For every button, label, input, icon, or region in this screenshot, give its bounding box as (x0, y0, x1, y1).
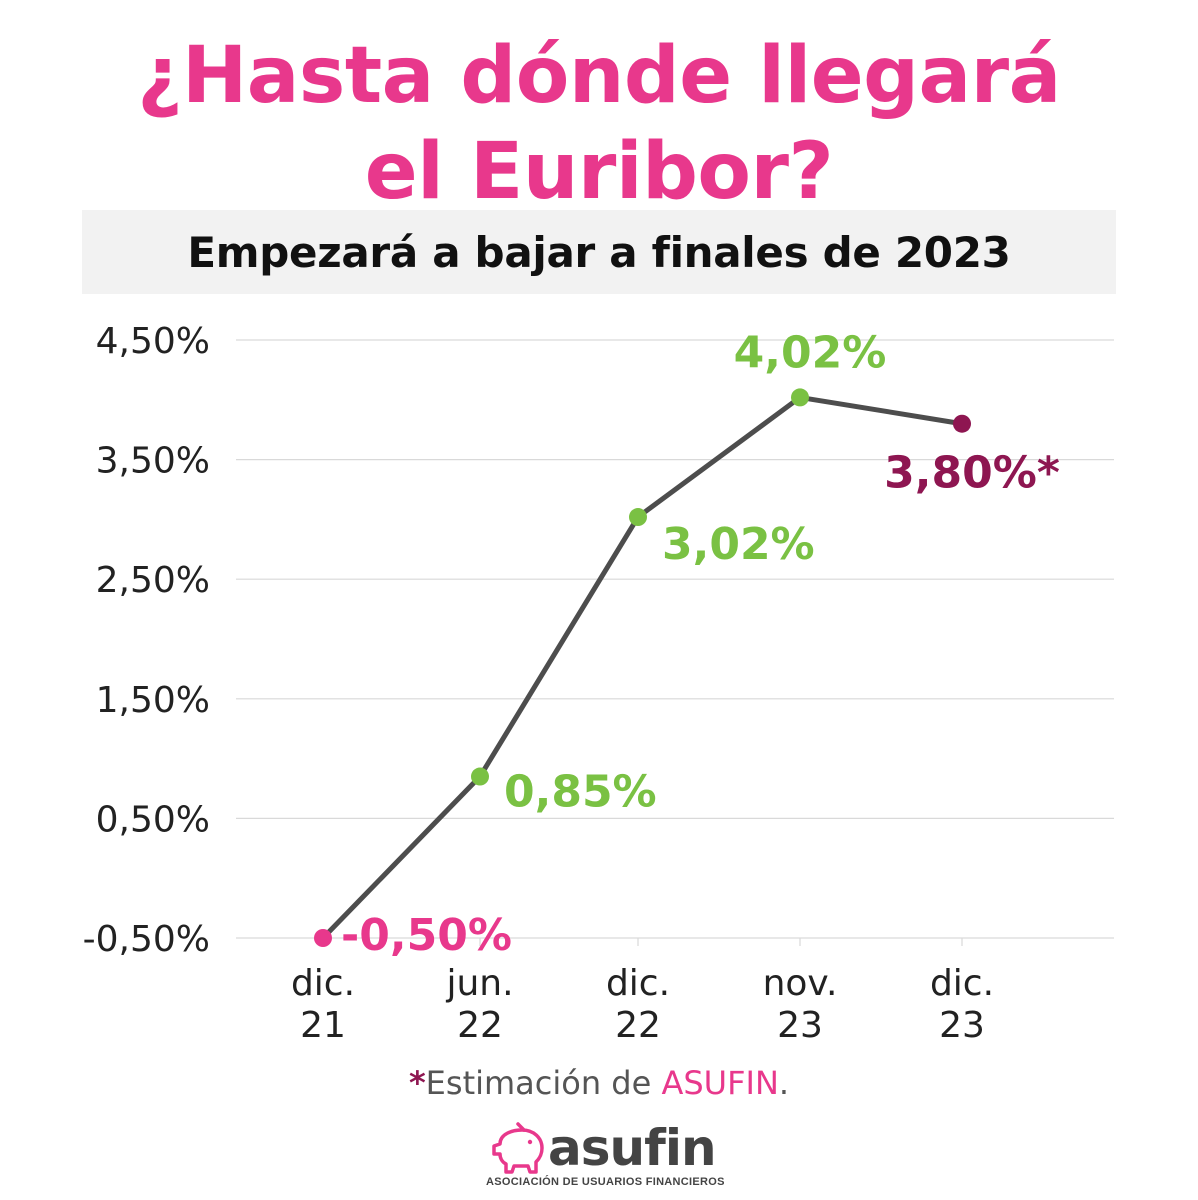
data-point (629, 508, 647, 527)
footnote-text: Estimación de (425, 1064, 662, 1102)
logo-tagline: ASOCIACIÓN DE USUARIOS FINANCIEROS (486, 1176, 725, 1188)
title-line-1: ¿Hasta dónde llegará (137, 31, 1061, 121)
euribor-line-chart: -0,50% 0,50% 1,50% 2,50% 3,50% 4,50% dic. 21 jun… (83, 321, 1114, 1046)
y-tick-label: 3,50% (96, 441, 210, 482)
piggy-bank-icon (492, 1122, 544, 1174)
subtitle: Empezará a bajar a finales de 2023 (187, 227, 1011, 277)
footnote-org: ASUFIN (661, 1064, 779, 1102)
y-tick-label: -0,50% (83, 919, 210, 960)
footnote-star: * (408, 1064, 426, 1102)
x-tick-label: dic. 22 (606, 963, 670, 1046)
footnote-end: . (778, 1064, 790, 1102)
data-label: 4,02% (734, 327, 887, 378)
y-tick-label: 1,50% (96, 680, 210, 721)
y-tick-label: 2,50% (96, 560, 210, 601)
footnote: *Estimación de ASUFIN. (0, 1064, 1198, 1102)
data-label: -0,50% (341, 910, 512, 961)
y-tick-label: 4,50% (96, 321, 210, 362)
x-tick-label: nov. 23 (763, 963, 838, 1046)
data-label: 0,85% (504, 767, 657, 818)
y-tick-label: 0,50% (96, 799, 210, 840)
logo-wordmark: asufin (548, 1119, 717, 1177)
data-point (953, 414, 971, 433)
data-label: 3,02% (662, 519, 815, 570)
subtitle-banner: Empezará a bajar a finales de 2023 (82, 210, 1116, 294)
x-tick-label: dic. 23 (930, 963, 994, 1046)
data-label: 3,80%* (884, 448, 1060, 499)
data-point (791, 388, 809, 407)
series-line (320, 394, 965, 941)
x-tick-label: dic. 21 (291, 963, 355, 1046)
data-point (314, 929, 332, 947)
page-title: ¿Hasta dónde llegará el Euribor? (0, 28, 1198, 220)
asufin-logo: asufin ASOCIACIÓN DE USUARIOS FINANCIERO… (486, 1118, 724, 1194)
data-point (471, 767, 489, 786)
title-line-2: el Euribor? (364, 127, 834, 217)
x-tick-label: jun. 22 (445, 963, 513, 1046)
